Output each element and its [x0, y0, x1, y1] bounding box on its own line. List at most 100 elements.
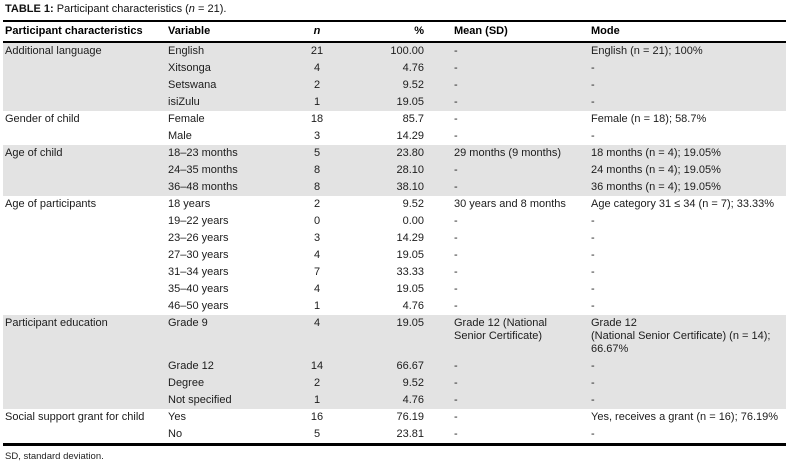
cell-n: 5 — [313, 428, 321, 440]
cell-mode: - — [574, 375, 786, 392]
cell-variable: 46–50 years — [168, 300, 229, 312]
section-label: Participant education — [3, 315, 168, 358]
column-header-pct: % — [348, 21, 434, 43]
column-header-participant: Participant characteristics — [3, 21, 168, 43]
table-row: Setswana 2 9.52 - - — [3, 77, 786, 94]
cell-variable: Male — [168, 130, 192, 142]
cell-variable: Female — [168, 113, 205, 125]
cell-mode: - — [591, 130, 595, 142]
table-row: No 5 23.81 - - — [3, 426, 786, 445]
cell-pct: 76.19 — [396, 411, 424, 423]
cell-pct: 19.05 — [348, 315, 434, 358]
cell-mean: - — [454, 411, 458, 423]
cell-n: 5 — [286, 145, 348, 162]
table-row: 23–26 years 3 14.29 - - — [3, 230, 786, 247]
cell-n: 4 — [313, 283, 321, 295]
cell-n: 4 — [286, 60, 348, 77]
cell-mean: - — [434, 358, 574, 375]
column-header-variable: Variable — [168, 21, 286, 43]
table-row: 19–22 years 0 0.00 - - — [3, 213, 786, 230]
cell-mode: - — [574, 358, 786, 375]
cell-mean: - — [454, 266, 458, 278]
section-label — [3, 77, 168, 94]
cell-variable: Yes — [168, 411, 186, 423]
table-row: Participant education Grade 9 4 19.05 Gr… — [3, 315, 786, 358]
cell-variable: 36–48 months — [168, 179, 286, 196]
cell-mode: - — [591, 232, 595, 244]
table-row: Additional language English 21 100.00 - … — [3, 42, 786, 60]
section-label — [3, 264, 168, 281]
cell-pct: 23.80 — [348, 145, 434, 162]
cell-mean: - — [454, 130, 458, 142]
cell-n: 2 — [313, 198, 321, 210]
cell-variable: isiZulu — [168, 94, 286, 111]
section-label — [3, 247, 168, 264]
section-label — [3, 179, 168, 196]
cell-pct: 19.05 — [396, 283, 424, 295]
column-header-mean: Mean (SD) — [434, 21, 574, 43]
cell-mean: - — [454, 300, 458, 312]
cell-mean: - — [434, 375, 574, 392]
cell-pct: 85.7 — [402, 113, 424, 125]
table-row: 36–48 months 8 38.10 - 36 months (n = 4)… — [3, 179, 786, 196]
cell-variable: Not specified — [168, 392, 286, 409]
cell-mean: - — [434, 162, 574, 179]
table-row: Age of participants 18 years 2 9.52 30 y… — [3, 196, 786, 213]
cell-variable: Setswana — [168, 77, 286, 94]
cell-n: 1 — [313, 300, 321, 312]
section-label: Gender of child — [5, 113, 80, 125]
cell-n: 1 — [286, 392, 348, 409]
cell-mean: 29 months (9 months) — [434, 145, 574, 162]
cell-n: 21 — [286, 42, 348, 60]
section-label — [3, 60, 168, 77]
cell-mean: - — [434, 392, 574, 409]
cell-variable: 23–26 years — [168, 232, 229, 244]
section-label — [3, 375, 168, 392]
table-row: 31–34 years 7 33.33 - - — [3, 264, 786, 281]
cell-mode: 18 months (n = 4); 19.05% — [574, 145, 786, 162]
cell-mode: - — [591, 300, 595, 312]
section-label: Age of child — [3, 145, 168, 162]
cell-mode: Yes, receives a grant (n = 16); 76.19% — [591, 411, 779, 423]
cell-n: 7 — [313, 266, 321, 278]
cell-n: 4 — [286, 315, 348, 358]
cell-n: 14 — [286, 358, 348, 375]
section-label: Additional language — [3, 42, 168, 60]
cell-pct: 0.00 — [402, 215, 424, 227]
cell-mode: - — [591, 428, 595, 440]
cell-mean: - — [434, 77, 574, 94]
data-table: Participant characteristics Variable n %… — [3, 20, 786, 446]
cell-n: 4 — [313, 249, 321, 261]
cell-mode: - — [591, 215, 595, 227]
cell-pct: 4.76 — [348, 392, 434, 409]
cell-mode: - — [574, 94, 786, 111]
table-row: Degree 2 9.52 - - — [3, 375, 786, 392]
section-label — [3, 128, 168, 145]
cell-variable: 31–34 years — [168, 266, 229, 278]
cell-n: 1 — [286, 94, 348, 111]
cell-pct: 9.52 — [348, 375, 434, 392]
table-row: Gender of child Female 18 85.7 - Female … — [3, 111, 786, 128]
cell-mode: - — [574, 60, 786, 77]
table-row: 27–30 years 4 19.05 - - — [3, 247, 786, 264]
cell-pct: 28.10 — [348, 162, 434, 179]
cell-variable: 27–30 years — [168, 249, 229, 261]
cell-variable: 19–22 years — [168, 215, 229, 227]
table-footnote: SD, standard deviation. — [5, 451, 104, 462]
cell-n: 0 — [313, 215, 321, 227]
section-label: Social support grant for child — [5, 411, 145, 423]
cell-variable: 18 years — [168, 198, 211, 210]
section-label — [3, 426, 168, 445]
table-row: 24–35 months 8 28.10 - 24 months (n = 4)… — [3, 162, 786, 179]
cell-variable: Degree — [168, 375, 286, 392]
cell-mode: Grade 12 (National Senior Certificate) (… — [574, 315, 786, 358]
table-row: Male 3 14.29 - - — [3, 128, 786, 145]
cell-variable: 24–35 months — [168, 162, 286, 179]
cell-n: 3 — [313, 130, 321, 142]
cell-mode: 36 months (n = 4); 19.05% — [574, 179, 786, 196]
cell-mean: 30 years and 8 months — [454, 198, 566, 210]
table-row: Age of child 18–23 months 5 23.80 29 mon… — [3, 145, 786, 162]
cell-pct: 4.76 — [348, 60, 434, 77]
cell-mode: - — [591, 249, 595, 261]
cell-mean: - — [434, 60, 574, 77]
